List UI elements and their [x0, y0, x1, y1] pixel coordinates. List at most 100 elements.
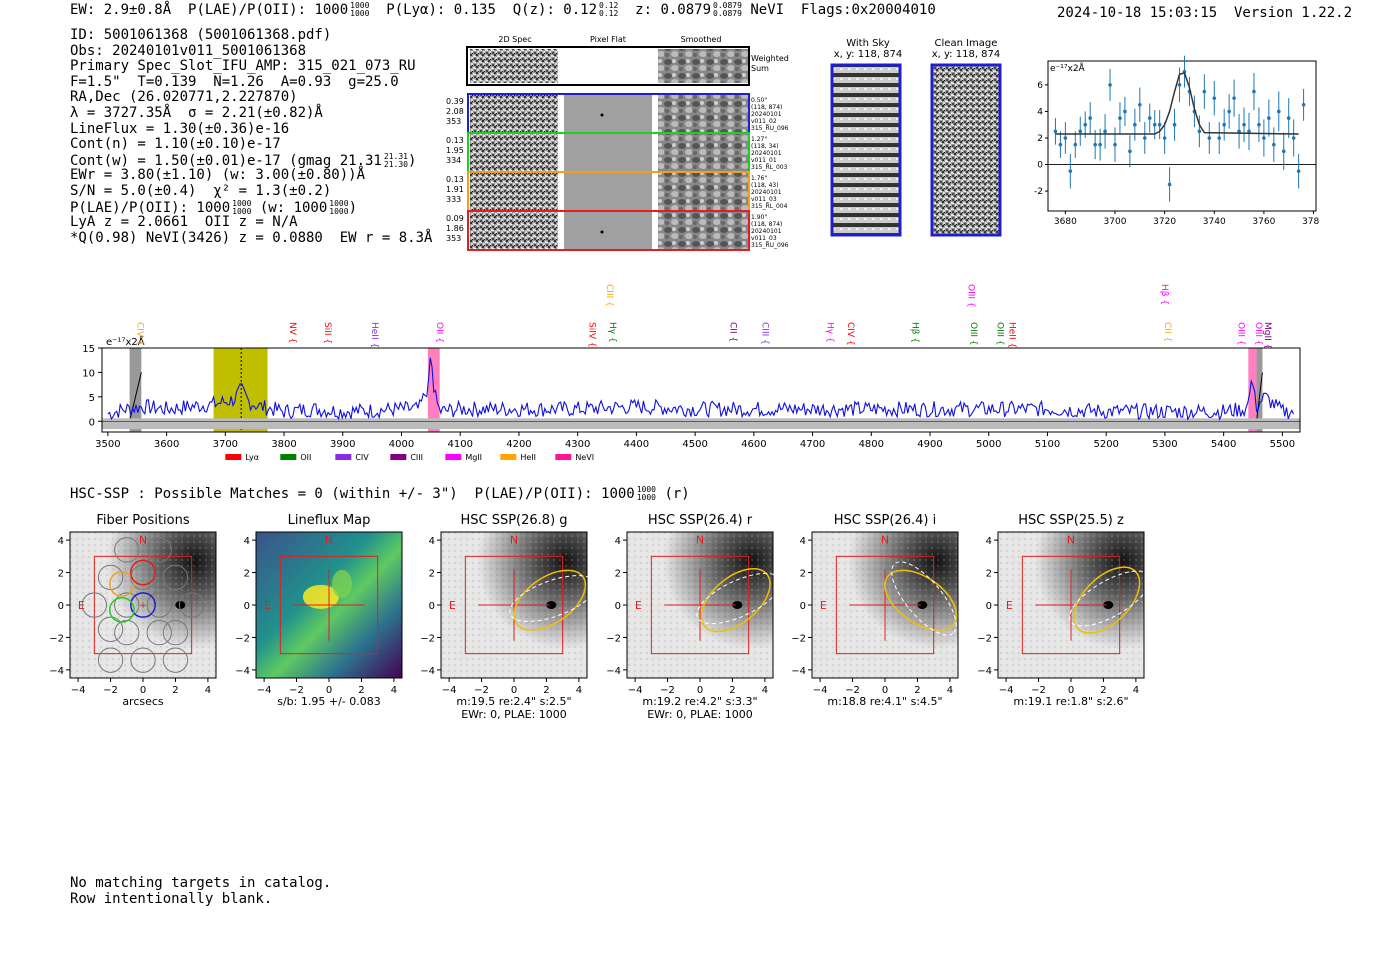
hsc-ytick-label: 0 — [986, 601, 992, 612]
fit-point — [1286, 116, 1291, 120]
aperture-box — [1021, 555, 1121, 655]
hsc-ytick-label: −2 — [977, 633, 992, 644]
row-frame — [467, 210, 750, 251]
clean-image — [930, 63, 1002, 237]
spectral-line-label: MgII { — [1262, 322, 1272, 349]
spectral-line-label: OII { — [434, 322, 444, 343]
col-2d-spec: 2D Spec — [498, 35, 531, 44]
fit-point — [1227, 109, 1231, 114]
spectral-line-label: OIII { — [968, 322, 978, 346]
fit-point — [1197, 129, 1202, 134]
row-flat-dot — [600, 113, 604, 117]
hsc-xtick-label: 4 — [762, 685, 768, 696]
hsc-xtick-label: 4 — [1133, 685, 1139, 696]
hsc-ytick-label: 0 — [800, 601, 806, 612]
fit-point — [1262, 136, 1266, 140]
fit-xtick-label: 3680 — [1054, 217, 1077, 227]
row-right-label: 1.27" — [751, 136, 767, 143]
fit-point — [1073, 142, 1078, 147]
fiber-circle — [114, 592, 140, 618]
spectrum-xtick-label: 4800 — [859, 439, 884, 450]
row-2d-spec — [470, 173, 558, 210]
row-right-label: 1.90" — [751, 214, 767, 221]
hsc-panel-title: HSC SSP(25.5) z — [1018, 513, 1124, 528]
aperture-box — [93, 555, 193, 655]
fit-ytick-label: 6 — [1037, 81, 1043, 91]
spectral-line-label: CII { — [1162, 322, 1172, 342]
fit-point — [1162, 136, 1167, 140]
fit-point — [1088, 116, 1092, 120]
row-2d-spec — [470, 95, 558, 132]
legend-swatch — [390, 454, 407, 460]
hsc-ytick-label: −2 — [606, 633, 621, 644]
spectral-line-label: CIV { — [134, 322, 144, 346]
hsc-xtick-label: 0 — [697, 685, 703, 696]
hsc-ytick-label: 2 — [58, 569, 64, 580]
fit-point — [1296, 169, 1301, 173]
info-lya: LyA z = 2.0661 OII z = N/A — [70, 214, 298, 231]
spectrum-ytick-label: 15 — [82, 344, 95, 355]
weighted-2d — [470, 49, 558, 83]
spectral-line-label: HeII { — [1006, 322, 1016, 348]
hsc-xtick-label: 0 — [1068, 685, 1074, 696]
hsc-ytick-label: −2 — [420, 633, 435, 644]
fit-point — [1252, 89, 1256, 94]
spectral-line-label: SiIV { — [586, 322, 596, 348]
fiber-fourth — [130, 559, 156, 586]
hsc-panel-title: Lineflux Map — [288, 513, 371, 528]
footer-note: No matching targets in catalog. Row inten… — [70, 875, 332, 907]
hsc-xtick-label: −4 — [71, 685, 86, 696]
fit-xtick-label: 3720 — [1153, 217, 1176, 227]
row-right-label: 0.50" — [751, 97, 767, 104]
hsc-xtick-label: 4 — [576, 685, 582, 696]
legend-label: NeVI — [575, 453, 594, 462]
fiber-primary — [130, 592, 156, 618]
with-sky-image — [830, 63, 902, 237]
row-left-label: 0.39 — [446, 97, 464, 106]
hsc-panel: Lineflux Map N E −4 −4 −2 −2 0 0 2 2 4 4 s/b: 1.95 +/… — [235, 513, 403, 708]
spectrum-cutouts: 2D Spec Pixel Flat Smoothed Weighted Sum… — [446, 35, 789, 251]
hsc-xtick-label: 0 — [882, 685, 888, 696]
galaxy-core — [732, 601, 743, 609]
east-label: E — [264, 599, 271, 612]
row-right-label: 20240101 — [751, 111, 782, 118]
fit-xtick-label: 3740 — [1203, 217, 1226, 227]
spectrum-xtick-label: 4200 — [506, 439, 531, 450]
hsc-ytick-label: 4 — [429, 536, 435, 547]
hsc-ytick-label: −2 — [791, 633, 806, 644]
row-right-label: 1.76" — [751, 175, 767, 182]
hsc-xtick-label: 2 — [543, 685, 549, 696]
spectrum-xtick-label: 4900 — [917, 439, 942, 450]
info-contn: Cont(n) = 1.10(±0.10)e-17 — [70, 136, 281, 153]
fiber-circle — [146, 592, 172, 618]
fit-point — [1247, 129, 1251, 134]
hsc-ytick-label: −4 — [606, 666, 621, 677]
info-plae: P(LAE)/P(OII): 1000 1000 1000 (w: 1000 1000… — [70, 198, 357, 216]
hsc-panel: Fiber Positions + N E −4 −4 −2 −2 0 0 2 2 4 4 arcsecs — [49, 513, 217, 708]
aperture-box — [464, 555, 564, 655]
row-smoothed — [658, 95, 748, 132]
spectrum-xtick-label: 4300 — [565, 439, 590, 450]
row-right-label: (118, 43) — [751, 182, 779, 189]
hsc-caption: m:19.1 re:1.8" s:2.6" — [1013, 695, 1128, 708]
row-left-label: 2.08 — [446, 107, 464, 116]
hsc-xtick-label: −2 — [289, 685, 304, 696]
galaxy-core — [917, 601, 928, 609]
timestamp-version: 2024-10-18 15:03:15 Version 1.22.2 — [1057, 5, 1353, 21]
fit-point — [1172, 122, 1177, 127]
spectral-line-label: CII { — [727, 322, 737, 342]
hsc-ytick-label: 4 — [58, 536, 64, 547]
hsc-panel-title: HSC SSP(26.4) r — [648, 513, 753, 528]
hsc-xtick-label: 0 — [140, 685, 146, 696]
hsc-caption: m:18.8 re:4.1" s:4.5" — [827, 695, 942, 708]
spectral-line-label: Hγ { — [607, 322, 617, 343]
hsc-caption: m:19.2 re:4.2" s:3.3" — [642, 695, 757, 708]
mask-region-left — [129, 348, 142, 432]
spectrum-xtick-label: 4400 — [624, 439, 649, 450]
with-sky-title: With Sky x, y: 118, 874 — [833, 38, 903, 60]
north-label: N — [696, 533, 704, 546]
hsc-ytick-label: 0 — [429, 601, 435, 612]
hsc-ytick-label: −4 — [235, 666, 250, 677]
hsc-panel: HSC SSP(25.5) z N E −4 −4 −2 −2 0 0 2 2 4 4 m:19.1 re… — [977, 513, 1151, 708]
